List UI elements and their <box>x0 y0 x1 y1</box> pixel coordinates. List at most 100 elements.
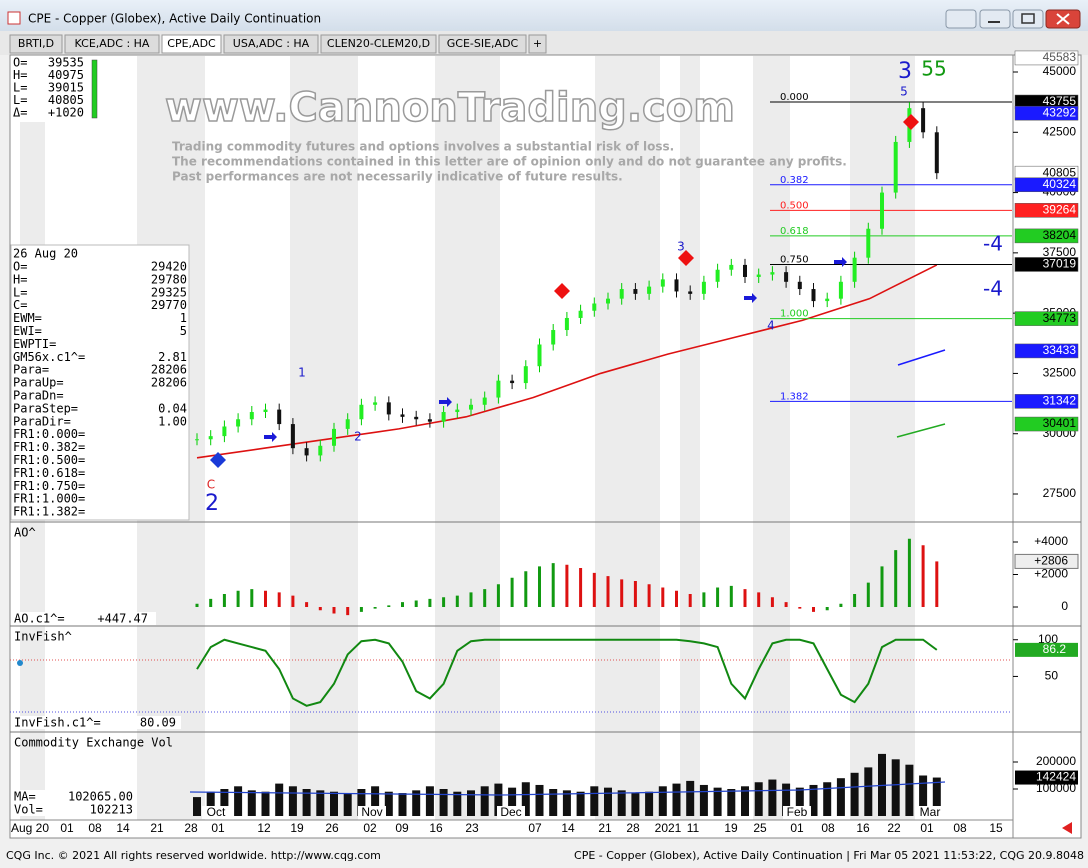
tab[interactable] <box>320 34 437 54</box>
price-bar <box>263 409 268 413</box>
status-right: CPE - Copper (Globex), Active Daily Cont… <box>574 849 1084 862</box>
data-label: FR1:0.618= <box>13 466 85 480</box>
volume-bar <box>357 789 366 817</box>
price-bar <box>400 414 405 417</box>
volume-bar <box>234 786 243 817</box>
scroll-arrow[interactable] <box>1062 822 1072 834</box>
invfish-line <box>196 638 938 707</box>
x-tick-label: 14 <box>561 821 575 835</box>
data-label: O= <box>13 260 27 274</box>
data-label: GM56x.c1^= <box>13 350 85 364</box>
volume-bar <box>631 793 640 817</box>
x-tick-label: 12 <box>257 821 271 835</box>
x-tick-label: 08 <box>821 821 835 835</box>
signal-arrow <box>834 257 847 267</box>
volume-bar <box>247 790 256 817</box>
volume-bar <box>836 778 845 817</box>
x-tick-label: 08 <box>953 821 967 835</box>
price-bar <box>578 310 583 318</box>
data-value: 29420 <box>151 260 187 274</box>
ao-bar <box>346 607 350 616</box>
price-bar <box>880 192 884 229</box>
ao-bar <box>729 585 733 608</box>
tab[interactable] <box>9 34 63 54</box>
volume-bar <box>604 787 612 817</box>
data-value: 29325 <box>151 285 187 299</box>
price-bar <box>784 272 789 282</box>
wave-label: C <box>207 478 215 492</box>
tab[interactable] <box>64 34 160 54</box>
month-label: Feb <box>787 805 808 819</box>
price-bar <box>208 436 213 440</box>
price-bar <box>373 402 378 405</box>
data-value: 28206 <box>151 376 187 390</box>
disclaimer-line: The recommendations contained in this le… <box>172 155 847 169</box>
volume-bar <box>699 784 708 817</box>
ao-bar <box>894 550 898 608</box>
price-bar <box>688 291 693 294</box>
x-tick-label: 23 <box>465 821 479 835</box>
wave-label: 3 <box>898 59 912 84</box>
price-tag-label: 37019 <box>1043 257 1077 271</box>
data-label: FR1:0.500= <box>13 453 85 467</box>
y-tick-label: 100 <box>1038 632 1058 646</box>
panel-title: InvFish^ <box>14 630 72 644</box>
data-label: FR1:1.382= <box>13 505 85 519</box>
volume-bar <box>480 786 489 817</box>
price-tag-label: 43755 <box>1043 94 1077 108</box>
panel-title: Commodity Exchange Vol <box>14 736 173 750</box>
readout-box <box>11 790 136 816</box>
maximize-button[interactable] <box>1012 9 1044 29</box>
ao-bar <box>921 545 925 608</box>
price-tag-label: 43292 <box>1043 105 1077 119</box>
quote-value: 39535 <box>48 56 84 70</box>
pin-button[interactable] <box>945 9 977 29</box>
price-bar <box>482 397 487 405</box>
tab-label: BRTI,D <box>18 37 54 50</box>
price-bar <box>797 281 802 290</box>
ao-bar <box>702 592 706 608</box>
ao-bar <box>373 607 377 609</box>
price-tag <box>1014 311 1079 326</box>
x-tick-label: 11 <box>687 821 700 835</box>
price-bar <box>537 344 542 367</box>
ao-bar <box>907 538 911 608</box>
ao-bar <box>524 571 528 608</box>
wave-label: 3 <box>677 240 685 254</box>
price-bar <box>838 281 843 299</box>
tab[interactable] <box>161 34 222 54</box>
period-band <box>850 56 915 820</box>
ao-bar <box>812 607 815 612</box>
readout-label: Vol= <box>14 803 43 817</box>
volume-bar <box>439 789 448 817</box>
ao-bar <box>633 581 637 608</box>
wave-label: 4 <box>767 319 775 333</box>
signal-diamond <box>210 452 226 468</box>
tab[interactable] <box>438 34 527 54</box>
app-icon <box>7 11 21 25</box>
y-tick-label: 0 <box>1061 599 1068 613</box>
ao-bar <box>620 579 624 608</box>
signal-diamond <box>678 250 694 266</box>
ao-bar <box>565 564 569 608</box>
x-tick-label: 28 <box>184 821 198 835</box>
price-bar <box>633 289 638 294</box>
quote-value: 40975 <box>48 68 84 82</box>
x-tick-label: 01 <box>920 821 934 835</box>
volume-bar <box>754 782 763 817</box>
minimize-button[interactable] <box>979 9 1011 29</box>
volume-bar <box>891 759 900 817</box>
ao-bar <box>483 589 487 608</box>
month-label-bg <box>202 806 230 819</box>
ao-bar <box>866 582 870 608</box>
volume-bar <box>467 790 475 817</box>
fib-label: 0.618 <box>780 226 809 237</box>
readout-value: +447.47 <box>97 612 148 626</box>
wave-label: 2 <box>205 491 219 516</box>
y-tick-label: 42500 <box>1043 124 1077 138</box>
volume-bar <box>343 793 352 817</box>
tab[interactable] <box>528 34 547 54</box>
tab[interactable] <box>223 34 319 54</box>
volume-bar <box>658 786 667 817</box>
